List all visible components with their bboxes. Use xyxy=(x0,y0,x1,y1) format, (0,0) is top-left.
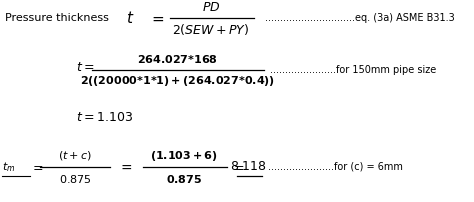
Text: ..............................eq. (3a) ASME B31.3: ..............................eq. (3a) A… xyxy=(265,13,455,23)
Text: $\mathbf{0.875}$: $\mathbf{0.875}$ xyxy=(166,173,202,185)
Text: $=$: $=$ xyxy=(149,11,165,26)
Text: Pressure thickness: Pressure thickness xyxy=(5,13,109,23)
Text: $=$: $=$ xyxy=(118,160,132,174)
Text: $t$: $t$ xyxy=(126,10,134,26)
Text: $t_{m}$: $t_{m}$ xyxy=(2,160,16,174)
Text: $PD$: $PD$ xyxy=(201,1,220,14)
Text: $t=$: $t=$ xyxy=(76,61,94,74)
Text: ......................for 150mm pipe size: ......................for 150mm pipe siz… xyxy=(270,65,437,75)
Text: $\mathbf{264.027{*}168}$: $\mathbf{264.027{*}168}$ xyxy=(137,53,218,65)
Text: $\mathbf{(1.103+6)}$: $\mathbf{(1.103+6)}$ xyxy=(150,149,218,163)
Text: $(t + c)$: $(t + c)$ xyxy=(58,149,92,162)
Text: $\mathbf{2((20000{*}1{*}1)+( 264.027{*}0.4))}$: $\mathbf{2((20000{*}1{*}1)+( 264.027{*}0… xyxy=(80,74,275,88)
Text: ......................for (c) = 6mm: ......................for (c) = 6mm xyxy=(268,162,403,172)
Text: $t = 1.103$: $t = 1.103$ xyxy=(76,111,133,124)
Text: $=$: $=$ xyxy=(30,160,44,173)
Text: $=$: $=$ xyxy=(231,160,245,173)
Text: $2(SEW + PY)$: $2(SEW + PY)$ xyxy=(172,22,250,37)
Text: $8.118$: $8.118$ xyxy=(230,160,267,173)
Text: $0.875$: $0.875$ xyxy=(59,173,91,185)
